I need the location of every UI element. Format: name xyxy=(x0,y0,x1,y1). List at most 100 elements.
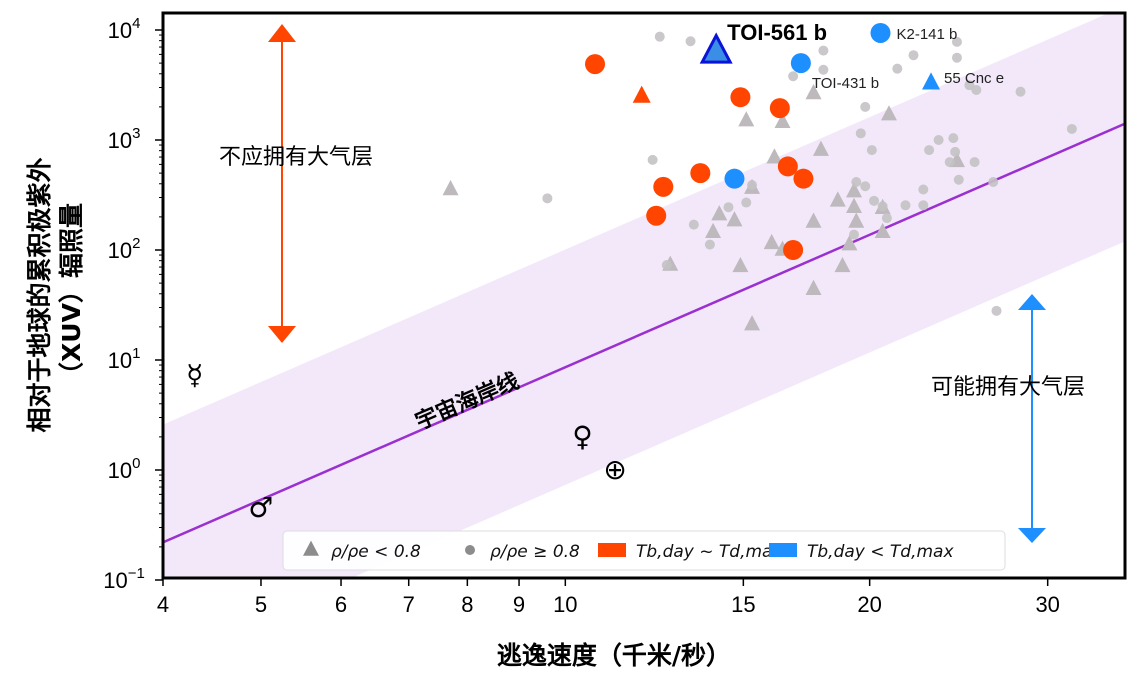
point-tb-day-td-max-3 xyxy=(690,163,711,184)
point-rho-high-gray-24 xyxy=(851,177,862,188)
point-rho-high-gray-13 xyxy=(855,128,866,139)
x-tick-label: 7 xyxy=(403,592,415,617)
point-rho-low-gray-9 xyxy=(705,222,722,239)
y-axis-label: 相对于地球的累积极紫外 （XUV）辐照量 xyxy=(25,157,86,432)
point-rho-high-gray-14 xyxy=(866,145,877,156)
point-rho-high-gray-17 xyxy=(948,133,959,144)
mercury-symbol: ☿ xyxy=(186,359,203,392)
point-tb-day-td-max-0 xyxy=(585,54,606,75)
toi-561b-label: TOI-561 b xyxy=(727,20,827,45)
point-rho-high-gray-11 xyxy=(1015,86,1026,97)
no-atmosphere-annotation: 不应拥有大气层 xyxy=(219,145,373,170)
shoreline-band: 宇宙海岸线 xyxy=(163,13,1125,578)
point-rho-low-gray-16 xyxy=(846,197,863,213)
point-rho-high-gray-23 xyxy=(1066,123,1077,134)
y-axis-label-line-1: 相对于地球的累积极紫外 xyxy=(25,157,54,432)
point-rho-low-gray-8 xyxy=(711,205,728,221)
point-tb-day-td-max-4 xyxy=(653,176,674,197)
point-rho-low-gray-0 xyxy=(442,180,459,196)
point-rho-high-gray-34 xyxy=(647,154,658,165)
point-rho-high-gray-6 xyxy=(908,50,919,61)
point-rho-high-gray-39 xyxy=(704,239,715,250)
point-rho-low-gray-4 xyxy=(812,140,829,156)
point-rho-low-gray-3 xyxy=(766,148,783,164)
y-tick-label: 103 xyxy=(108,125,141,153)
point-rho-high-gray-28 xyxy=(881,213,892,224)
x-tick-label: 4 xyxy=(157,592,169,617)
point-tb-day-td-max-1 xyxy=(730,87,751,108)
plot-frame xyxy=(161,11,1127,580)
point-rho-high-gray-0 xyxy=(654,31,665,42)
point-rho-low-gray-23 xyxy=(805,279,822,295)
legend-triangle-icon xyxy=(303,540,319,556)
x-tick-label: 30 xyxy=(1035,592,1059,617)
venus-symbol: ♀ xyxy=(572,420,593,453)
point-rho-high-gray-12 xyxy=(860,101,871,112)
point-rho-high-gray-1 xyxy=(685,36,696,47)
x-tick-label: 20 xyxy=(857,592,881,617)
y-tick-label: 100 xyxy=(108,455,141,483)
point-rho-high-gray-35 xyxy=(747,179,758,190)
point-rho-high-gray-2 xyxy=(818,45,829,56)
point-rho-high-gray-26 xyxy=(869,195,880,206)
point-rho-high-gray-22 xyxy=(988,177,999,188)
point-tb-day-td-max-0 xyxy=(724,168,745,189)
legend-label: ρ/ρe ≥ 0.8 xyxy=(490,542,580,562)
point-rho-low-gray-20 xyxy=(874,222,891,239)
point-rho-high-gray-40 xyxy=(661,260,672,271)
point-rho-high-gray-36 xyxy=(741,197,752,208)
axes: 4 5 6 7 8 9 10 15 20 30 10−1 100 101 102 103 104 xyxy=(103,15,1060,617)
point-tb-day-td-max-5 xyxy=(646,205,667,226)
point-rho-high-gray-18 xyxy=(950,146,961,157)
x-tick-label: 8 xyxy=(461,592,473,617)
legend-label: Tb,day < Td,max xyxy=(807,542,954,562)
arrow-up-head-icon xyxy=(1018,294,1046,310)
toi-561b-marker xyxy=(699,32,733,64)
x-axis-label: 逃逸速度（千米/秒） xyxy=(497,641,731,670)
point-tb-day-td-max-1 xyxy=(870,22,891,43)
point-rho-high-gray-41 xyxy=(991,305,1002,316)
may-have-atmosphere-annotation: 可能拥有大气层 xyxy=(931,375,1085,400)
point-rho-high-gray-37 xyxy=(723,202,734,213)
point-rho-high-gray-10 xyxy=(971,84,982,95)
x-tick-label: 15 xyxy=(731,592,755,617)
arrow-down-head-icon xyxy=(1018,528,1046,543)
point-rho-high-gray-16 xyxy=(924,145,935,156)
arrow-up-head-icon xyxy=(268,24,296,42)
point-rho-low-gray-2 xyxy=(774,112,791,129)
legend-box xyxy=(282,530,1006,571)
y-axis-label-line-2: （XUV）辐照量 xyxy=(57,203,86,387)
point-rho-high-gray-15 xyxy=(933,135,944,145)
point-tb-day-td-max-6 xyxy=(777,156,798,177)
legend: ρ/ρe < 0.8 ρ/ρe ≥ 0.8 Tb,day ~ Td,max Tb,da… xyxy=(282,530,1006,571)
arrow-down-head-icon xyxy=(268,326,296,343)
point-rho-high-gray-30 xyxy=(918,200,929,211)
point-tb-day-td-max-triangle-0 xyxy=(632,85,651,103)
point-rho-high-gray-31 xyxy=(918,184,929,195)
legend-label: ρ/ρe < 0.8 xyxy=(331,542,421,562)
point-rho-high-gray-21 xyxy=(953,174,964,185)
point-tb-day-td-max-2 xyxy=(769,98,790,119)
planet-label: 55 Cnc e xyxy=(944,70,1004,87)
y-tick-label: 101 xyxy=(108,345,141,373)
point-rho-high-gray-3 xyxy=(788,71,799,82)
point-rho-high-gray-25 xyxy=(860,181,871,192)
point-rho-low-gray-10 xyxy=(726,211,743,227)
point-rho-high-gray-32 xyxy=(849,229,860,240)
point-rho-high-gray-29 xyxy=(900,200,911,211)
point-tb-day-td-max-2 xyxy=(790,53,811,74)
x-tick-label: 6 xyxy=(335,592,347,617)
point-rho-low-gray-15 xyxy=(829,191,846,207)
planet-label: K2-141 b xyxy=(897,26,958,43)
point-rho-low-gray-25 xyxy=(744,315,761,331)
x-tick-label: 10 xyxy=(553,592,577,617)
point-rho-low-gray-21 xyxy=(841,235,858,251)
point-rho-low-gray-7 xyxy=(880,105,897,121)
point-rho-high-gray-7 xyxy=(951,36,962,47)
earth-symbol: ⊕ xyxy=(603,453,626,486)
point-rho-high-gray-20 xyxy=(969,157,980,168)
point-rho-high-gray-27 xyxy=(877,201,888,212)
point-rho-high-gray-5 xyxy=(892,63,903,74)
point-rho-low-gray-5 xyxy=(805,84,822,100)
